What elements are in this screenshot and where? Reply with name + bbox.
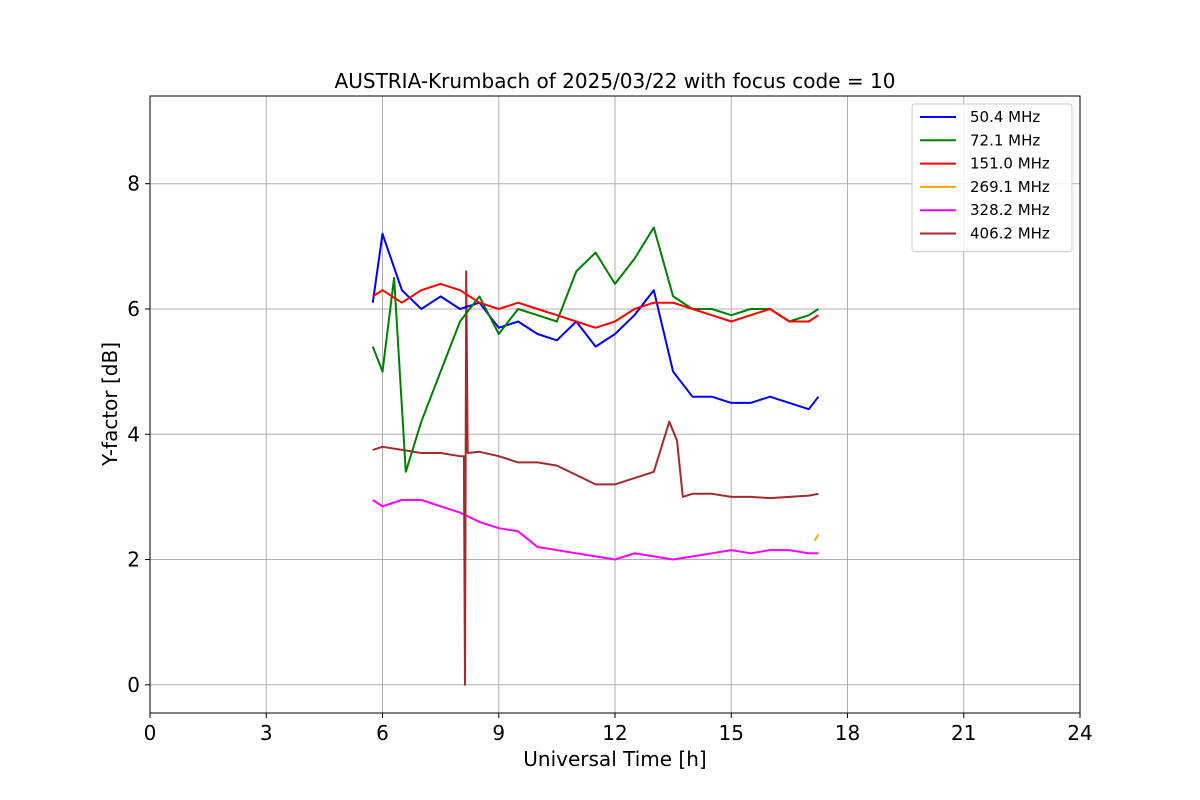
series-line-0	[371, 232, 820, 411]
x-tick-label: 12	[602, 721, 627, 745]
y-tick-label: 4	[127, 422, 140, 446]
x-tick-label: 3	[260, 721, 273, 745]
x-tick-label: 0	[144, 721, 157, 745]
legend-label: 72.1 MHz	[970, 131, 1040, 149]
y-axis-title: Y-factor [dB]	[98, 342, 122, 467]
legend-label: 406.2 MHz	[970, 225, 1050, 243]
legend: 50.4 MHz 72.1 MHz 151.0 MHz 269.1 MHz 32…	[911, 103, 1073, 253]
series-line-4	[372, 499, 819, 561]
chart-title: AUSTRIA-Krumbach of 2025/03/22 with focu…	[335, 69, 896, 93]
series-line-1	[371, 226, 819, 473]
x-tick-label: 21	[951, 721, 976, 745]
x-axis-title: Universal Time [h]	[523, 747, 706, 771]
x-tick-label: 6	[376, 721, 389, 745]
y-tick-label: 6	[127, 297, 140, 321]
series-line-5	[372, 270, 819, 686]
series-layer	[371, 226, 820, 686]
x-tick-label: 18	[835, 721, 860, 745]
legend-label: 269.1 MHz	[970, 178, 1050, 196]
x-tick-label: 15	[719, 721, 744, 745]
y-axis-ticks: 0 2 4 6 8	[127, 172, 150, 697]
legend-label: 328.2 MHz	[970, 201, 1050, 219]
series-line-2	[372, 282, 819, 329]
x-tick-label: 24	[1067, 721, 1092, 745]
legend-label: 151.0 MHz	[970, 155, 1050, 173]
y-tick-label: 2	[127, 548, 140, 572]
y-tick-label: 0	[127, 673, 140, 697]
x-axis-ticks: 0 3 6 9 12 15 18 21 24	[144, 713, 1093, 745]
series-line-3	[813, 533, 820, 542]
legend-label: 50.4 MHz	[970, 108, 1040, 126]
y-tick-label: 8	[127, 172, 140, 196]
x-tick-label: 9	[492, 721, 505, 745]
